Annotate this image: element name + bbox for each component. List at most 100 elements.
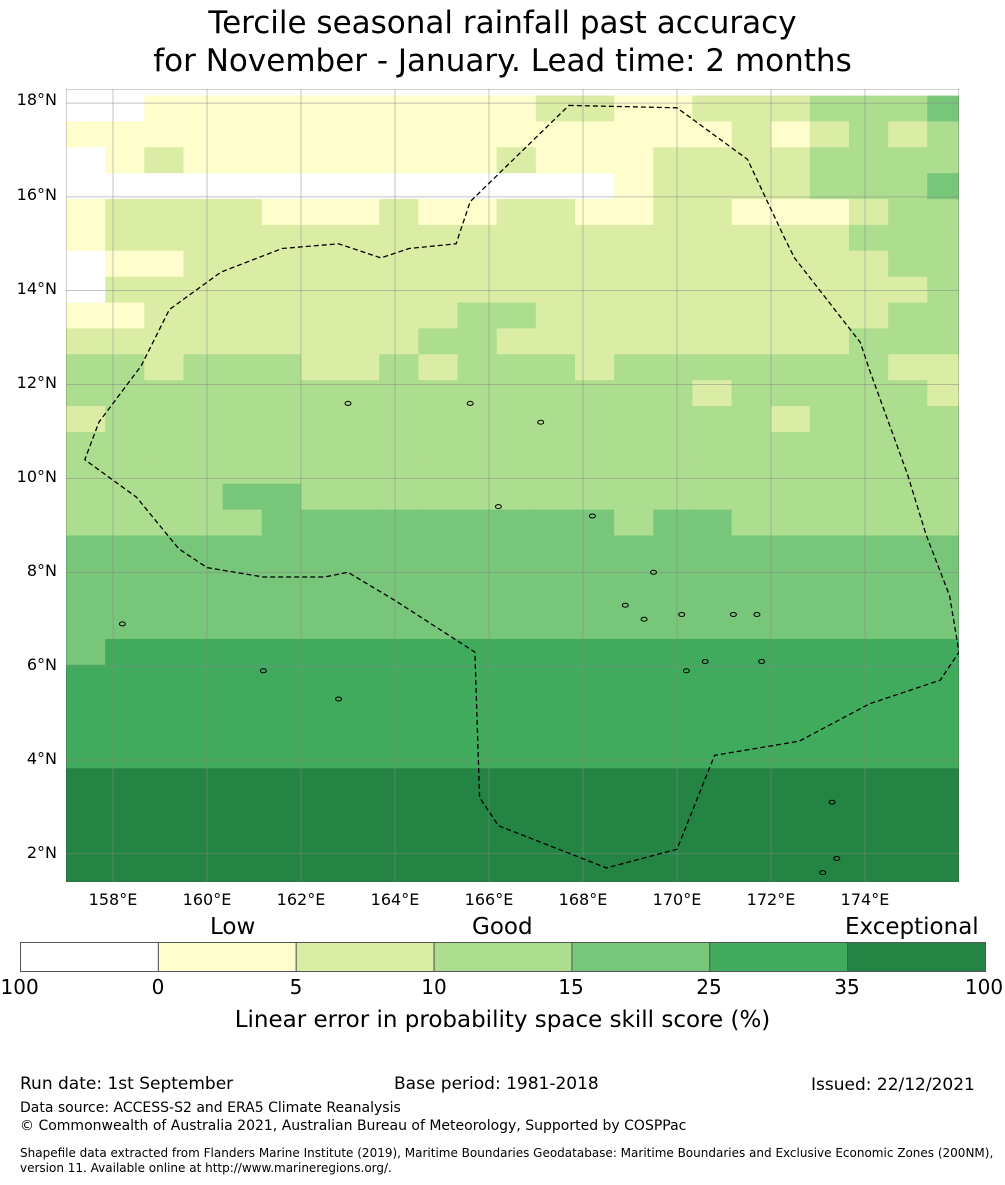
lat-label-16n: 16°N — [16, 185, 57, 204]
grid-cell — [535, 457, 576, 485]
grid-cell — [653, 768, 694, 795]
grid-cell — [418, 380, 459, 407]
grid-cell — [457, 561, 498, 588]
grid-cell — [183, 173, 224, 200]
grid-cell — [379, 690, 419, 718]
grid-cell — [418, 95, 459, 123]
grid-cell — [849, 871, 889, 882]
lon-label-168e: 168°E — [558, 890, 608, 909]
grid-cell — [105, 846, 145, 873]
grid-cell — [261, 432, 302, 459]
grid-cell — [379, 716, 419, 744]
grid-cell — [770, 509, 811, 537]
grid-cell — [614, 820, 654, 847]
grid-cell — [496, 406, 537, 433]
grid-cell — [731, 690, 772, 718]
grid-cell — [575, 173, 615, 200]
grid-cell — [927, 328, 959, 355]
grid-cell — [183, 224, 224, 252]
grid-cell — [731, 768, 772, 795]
grid-cell — [927, 716, 959, 744]
grid-cell — [379, 95, 419, 123]
grid-cell — [144, 690, 185, 718]
grid-cell — [340, 432, 380, 459]
grid-cell — [222, 173, 263, 200]
grid-cell — [770, 224, 811, 252]
grid-cell — [144, 173, 185, 200]
grid-cell — [457, 250, 498, 278]
grid-cell — [418, 509, 459, 537]
grid-cell — [300, 302, 341, 330]
grid-cell — [692, 742, 733, 769]
grid-cell — [809, 871, 850, 882]
grid-cell — [653, 820, 694, 847]
grid-cell — [222, 639, 263, 666]
grid-cell — [496, 509, 537, 537]
grid-cell — [496, 147, 537, 174]
grid-cell — [614, 690, 654, 718]
grid-cell — [770, 846, 811, 873]
grid-cell — [692, 432, 733, 459]
grid-cell — [614, 250, 654, 278]
island-outline — [682, 668, 690, 674]
grid-cell — [418, 535, 459, 562]
grid-cell — [888, 561, 928, 588]
grid-cell — [535, 587, 576, 614]
colorbar-tick: 100 — [964, 975, 1004, 999]
grid-cell — [418, 147, 459, 174]
grid-cell — [653, 199, 694, 226]
grid-cell — [731, 302, 772, 330]
grid-cell — [849, 406, 889, 433]
grid-cell — [927, 354, 959, 381]
grid-cell — [575, 820, 615, 847]
grid-cell — [144, 224, 185, 252]
lon-label-158e: 158°E — [88, 890, 138, 909]
grid-cell — [496, 457, 537, 485]
grid-cell — [731, 328, 772, 355]
grid-cell — [770, 639, 811, 666]
grid-cell — [222, 768, 263, 795]
grid-cell — [222, 794, 263, 821]
grid-cell — [575, 794, 615, 821]
grid-cell — [535, 509, 576, 537]
grid-cell — [105, 328, 145, 355]
grid-cell — [849, 328, 889, 355]
grid-cell — [379, 173, 419, 200]
grid-cell — [418, 199, 459, 226]
grid-cell — [849, 302, 889, 330]
grid-cell — [614, 121, 654, 148]
grid-cell — [105, 613, 145, 640]
grid-cell — [849, 664, 889, 692]
grid-cell — [222, 224, 263, 252]
base-period: Base period: 1981-2018 — [394, 1074, 599, 1094]
grid-cell — [496, 742, 537, 769]
grid-cell — [340, 535, 380, 562]
grid-cell — [653, 121, 694, 148]
grid-cell — [418, 613, 459, 640]
grid-cell — [692, 535, 733, 562]
grid-cell — [418, 561, 459, 588]
grid-cell — [535, 639, 576, 666]
grid-cell — [653, 147, 694, 174]
grid-cell — [261, 457, 302, 485]
grid-cell — [418, 716, 459, 744]
grid-cell — [183, 820, 224, 847]
grid-cell — [496, 121, 537, 148]
grid-cell — [222, 380, 263, 407]
island-outline — [621, 602, 629, 608]
grid-cell — [300, 664, 341, 692]
grid-cell — [379, 483, 419, 511]
grid-cell — [575, 224, 615, 252]
grid-cell — [300, 354, 341, 381]
grid-cell — [653, 587, 694, 614]
grid-cell — [849, 820, 889, 847]
grid-cell — [614, 406, 654, 433]
grid-cell — [222, 664, 263, 692]
grid-cell — [653, 224, 694, 252]
grid-cell — [575, 147, 615, 174]
grid-cell — [731, 742, 772, 769]
grid-cell — [614, 380, 654, 407]
grid-cell — [183, 199, 224, 226]
grid-cell — [575, 639, 615, 666]
grid-cell — [731, 716, 772, 744]
